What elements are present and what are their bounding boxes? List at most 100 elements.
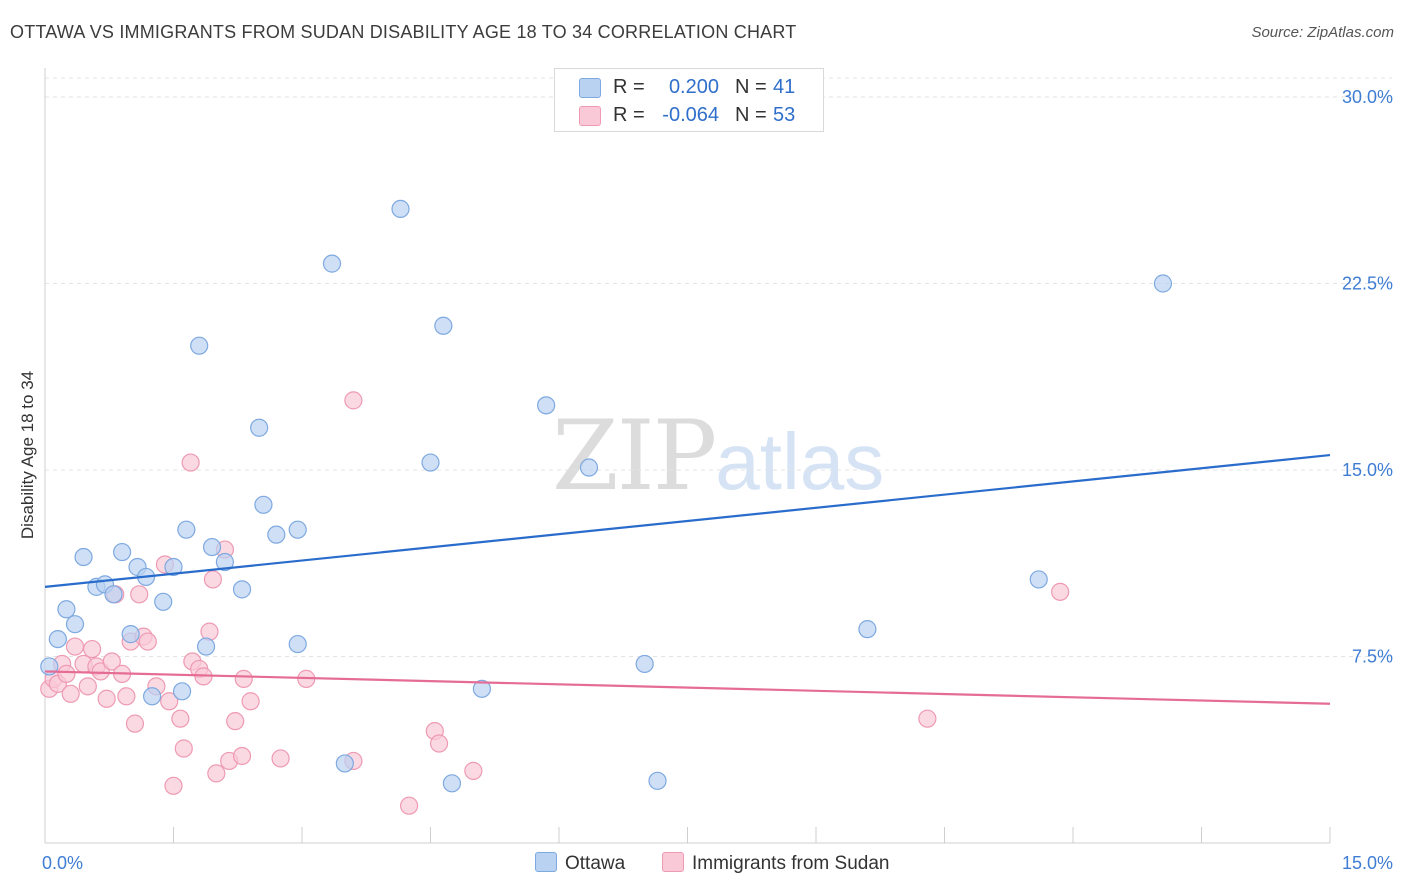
r-label: R = bbox=[613, 104, 645, 126]
n-value: 41 bbox=[773, 76, 796, 98]
watermark-atlas: atlas bbox=[715, 417, 885, 506]
sudan-point bbox=[138, 632, 157, 651]
sudan-point bbox=[78, 677, 97, 696]
ottawa-point bbox=[635, 654, 654, 674]
ottawa-point bbox=[172, 682, 192, 701]
sudan-point bbox=[241, 692, 260, 711]
sudan-point bbox=[226, 712, 245, 731]
chart-title: OTTAWA VS IMMIGRANTS FROM SUDAN DISABILI… bbox=[10, 22, 797, 42]
sudan-point bbox=[232, 746, 252, 766]
ottawa-point bbox=[232, 580, 252, 599]
ottawa-point bbox=[74, 547, 93, 567]
sudan-point bbox=[160, 692, 179, 711]
watermark-zip: ZIP bbox=[552, 400, 717, 512]
sudan-point bbox=[1051, 582, 1070, 601]
y-tick-label: 22.5% bbox=[1342, 274, 1393, 294]
ottawa-swatch bbox=[579, 78, 601, 98]
r-value: -0.064 bbox=[662, 104, 719, 126]
ottawa-point bbox=[121, 625, 140, 644]
ottawa-point bbox=[164, 557, 183, 577]
sudan-point bbox=[65, 637, 85, 656]
sudan-trend-line bbox=[44, 670, 1331, 705]
stats-legend: R = 0.200 N = 41 R = -0.064 N = 53 bbox=[554, 68, 824, 132]
sudan-point bbox=[203, 570, 223, 589]
sudan-point bbox=[57, 664, 76, 684]
ottawa-point bbox=[57, 600, 76, 619]
sudan-point bbox=[918, 709, 937, 728]
legend-item-ottawa: Ottawa bbox=[535, 852, 625, 875]
stats-legend-row-ottawa: R = 0.200 N = 41 bbox=[555, 73, 823, 101]
sudan-point bbox=[117, 687, 136, 706]
ottawa-trend-line bbox=[44, 453, 1331, 588]
ottawa-point bbox=[648, 771, 667, 790]
sudan-point bbox=[164, 776, 183, 795]
ottawa-point bbox=[196, 637, 216, 656]
sudan-point bbox=[171, 709, 190, 728]
y-axis-label: Disability Age 18 to 34 bbox=[18, 371, 37, 539]
sudan-point bbox=[181, 453, 200, 472]
ottawa-point bbox=[288, 634, 307, 654]
watermark: ZIPatlas bbox=[552, 400, 884, 512]
ottawa-point bbox=[254, 495, 273, 514]
sudan-point bbox=[125, 714, 145, 733]
ottawa-point bbox=[177, 520, 196, 539]
ottawa-point bbox=[442, 774, 462, 793]
ottawa-point bbox=[579, 458, 599, 477]
ottawa-point bbox=[65, 615, 85, 634]
ottawa-point bbox=[250, 418, 269, 437]
sudan-point bbox=[464, 761, 483, 780]
ottawa-point bbox=[267, 525, 286, 544]
ottawa-point bbox=[434, 316, 453, 335]
n-label: N = bbox=[735, 104, 767, 126]
sudan-point bbox=[234, 669, 253, 688]
ottawa-point bbox=[112, 542, 132, 562]
sudan-point bbox=[130, 585, 149, 604]
sudan-point bbox=[429, 734, 449, 753]
ottawa-legend-swatch bbox=[535, 852, 557, 872]
sudan-point bbox=[399, 796, 419, 815]
ottawa-point bbox=[391, 199, 410, 218]
r-label: R = bbox=[613, 76, 645, 98]
ottawa-point bbox=[1153, 274, 1173, 293]
ottawa-point bbox=[48, 629, 67, 649]
legend-label-ottawa: Ottawa bbox=[565, 853, 626, 874]
source-label: Source: ZipAtlas.com bbox=[1251, 24, 1394, 41]
sudan-point bbox=[83, 639, 102, 659]
legend-item-sudan: Immigrants from Sudan bbox=[662, 852, 889, 875]
stats-legend-row-sudan: R = -0.064 N = 53 bbox=[555, 101, 823, 129]
ottawa-point bbox=[154, 592, 173, 611]
y-tick-label: 15.0% bbox=[1342, 460, 1393, 480]
sudan-point bbox=[200, 622, 219, 641]
ottawa-point bbox=[190, 336, 209, 355]
ottawa-point bbox=[142, 687, 162, 706]
ottawa-point bbox=[472, 679, 491, 698]
ottawa-point bbox=[288, 520, 307, 539]
sudan-legend-swatch bbox=[662, 852, 684, 872]
x-tick-label: 0.0% bbox=[42, 853, 83, 873]
sudan-point bbox=[61, 684, 80, 703]
sudan-point bbox=[207, 764, 226, 783]
ottawa-point bbox=[322, 254, 342, 273]
n-value: 53 bbox=[773, 104, 796, 126]
ottawa-point bbox=[537, 396, 556, 415]
ottawa-point bbox=[858, 620, 877, 639]
sudan-point bbox=[174, 739, 193, 758]
sudan-point bbox=[271, 749, 290, 768]
ottawa-point bbox=[104, 585, 123, 604]
legend-label-sudan: Immigrants from Sudan bbox=[692, 853, 890, 874]
sudan-point bbox=[97, 689, 116, 708]
ottawa-point bbox=[335, 754, 354, 773]
r-value: 0.200 bbox=[668, 76, 719, 98]
x-tick-label: 15.0% bbox=[1342, 853, 1393, 873]
sudan-swatch bbox=[579, 106, 601, 126]
n-label: N = bbox=[735, 76, 767, 98]
sudan-point bbox=[344, 391, 363, 410]
ottawa-point bbox=[1029, 570, 1048, 589]
ottawa-point bbox=[421, 453, 440, 472]
y-tick-label: 30.0% bbox=[1342, 87, 1393, 107]
ottawa-point bbox=[202, 537, 222, 557]
sudan-point bbox=[102, 652, 121, 671]
y-tick-label: 7.5% bbox=[1352, 647, 1393, 667]
ottawa-point bbox=[215, 552, 234, 572]
